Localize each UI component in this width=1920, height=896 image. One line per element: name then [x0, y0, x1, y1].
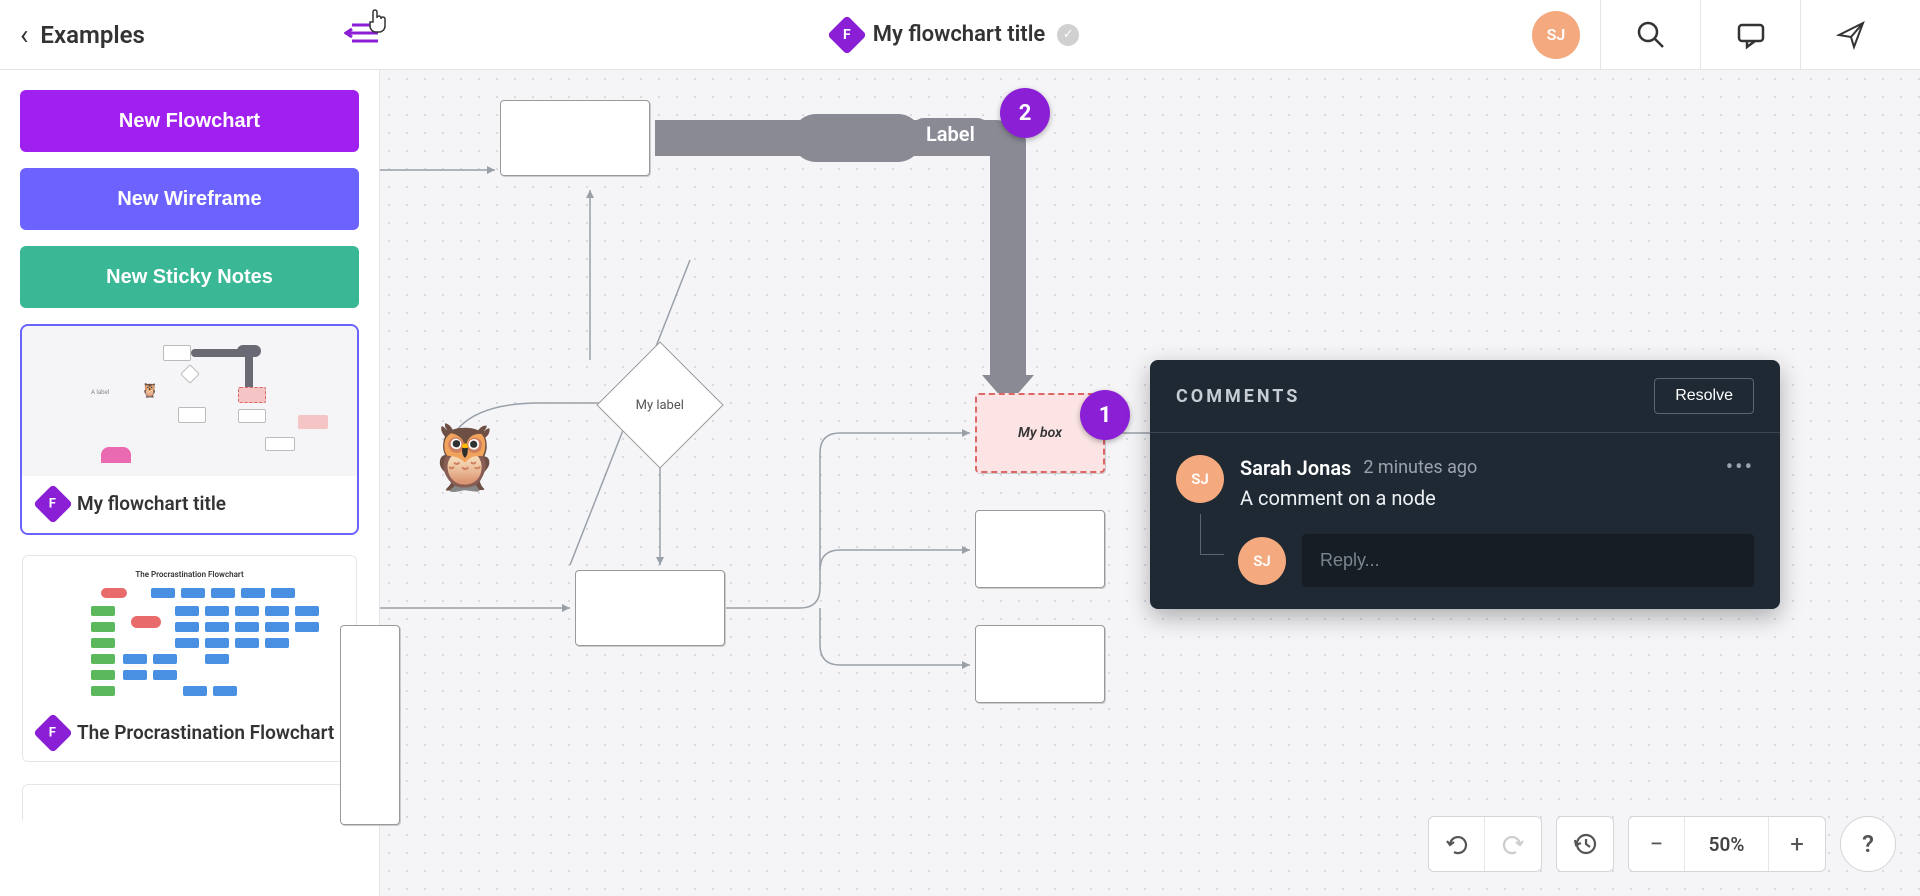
zoom-group: − 50% +	[1628, 816, 1826, 872]
document-type-icon: F	[827, 15, 867, 55]
history-group	[1556, 816, 1614, 872]
header: ‹ Examples F My flowchart title ✓ SJ	[0, 0, 1920, 70]
canvas-controls: − 50% + ?	[1428, 816, 1896, 872]
document-thumbnail: The Procrastination Flowchart	[22, 555, 357, 705]
resolve-button[interactable]: Resolve	[1654, 378, 1754, 414]
document-card-footer: F My flowchart title	[22, 476, 357, 533]
flow-node[interactable]	[340, 625, 400, 825]
comment-meta: Sarah Jonas 2 minutes ago •••	[1240, 455, 1754, 480]
reply-input[interactable]	[1302, 534, 1754, 587]
comments-panel: COMMENTS Resolve SJ Sarah Jonas 2 minute…	[1150, 360, 1780, 609]
comment-badge[interactable]: 1	[1080, 390, 1130, 440]
document-card-title: My flowchart title	[77, 493, 226, 516]
comment-time: 2 minutes ago	[1363, 457, 1477, 478]
document-title[interactable]: My flowchart title	[873, 22, 1046, 47]
flow-node[interactable]	[575, 570, 725, 646]
comment-badge[interactable]: 2	[1000, 88, 1050, 138]
sync-status-icon[interactable]: ✓	[1057, 24, 1079, 46]
share-button[interactable]	[1800, 0, 1900, 70]
help-button[interactable]: ?	[1840, 816, 1896, 872]
document-thumbnail	[22, 784, 357, 824]
canvas[interactable]: Label My label 🦉 My box 2 1 COMMENTS Res…	[380, 70, 1920, 896]
back-chevron-icon[interactable]: ‹	[20, 18, 28, 51]
redo-button[interactable]	[1485, 817, 1541, 871]
flow-pipe-label[interactable]: Label	[910, 118, 991, 150]
reply-row: SJ	[1176, 534, 1754, 587]
thumb-title: The Procrastination Flowchart	[23, 570, 356, 579]
comment-menu-icon[interactable]: •••	[1726, 455, 1754, 480]
comment-author: Sarah Jonas	[1240, 456, 1351, 480]
doc-icon-letter: F	[843, 27, 851, 43]
undo-redo-group	[1428, 816, 1542, 872]
new-sticky-notes-button[interactable]: New Sticky Notes	[20, 246, 359, 308]
document-card[interactable]: 🦉 A label F My flowchart title	[20, 324, 359, 535]
node-label: My box	[1018, 425, 1062, 441]
flow-pipe-vertical[interactable]	[990, 128, 1026, 378]
comments-title: COMMENTS	[1176, 386, 1300, 407]
back-label[interactable]: Examples	[40, 21, 144, 49]
owl-icon[interactable]: 🦉	[425, 420, 505, 495]
document-card[interactable]	[20, 782, 359, 826]
document-card[interactable]: The Procrastination Flowchart	[20, 553, 359, 764]
reply-avatar[interactable]: SJ	[1238, 537, 1286, 585]
pointer-cursor-icon	[366, 8, 388, 40]
user-avatar[interactable]: SJ	[1532, 11, 1580, 59]
zoom-level[interactable]: 50%	[1685, 817, 1769, 871]
header-left: ‹ Examples	[20, 18, 380, 51]
flow-node[interactable]	[975, 510, 1105, 588]
document-thumbnail: 🦉 A label	[22, 326, 357, 476]
document-type-icon: F	[33, 484, 73, 524]
new-wireframe-button[interactable]: New Wireframe	[20, 168, 359, 230]
doc-icon-letter: F	[49, 496, 56, 511]
comment-item: SJ Sarah Jonas 2 minutes ago ••• A comme…	[1176, 455, 1754, 510]
doc-icon-letter: F	[49, 725, 56, 740]
undo-button[interactable]	[1429, 817, 1485, 871]
history-button[interactable]	[1557, 817, 1613, 871]
document-card-footer: F The Procrastination Flowchart	[22, 705, 357, 762]
zoom-out-button[interactable]: −	[1629, 817, 1685, 871]
flow-node[interactable]	[500, 100, 650, 176]
document-card-title: The Procrastination Flowchart	[77, 722, 334, 745]
comments-button[interactable]	[1700, 0, 1800, 70]
comment-avatar[interactable]: SJ	[1176, 455, 1224, 503]
search-button[interactable]	[1600, 0, 1700, 70]
comment-body: SJ Sarah Jonas 2 minutes ago ••• A comme…	[1150, 433, 1780, 609]
new-flowchart-button[interactable]: New Flowchart	[20, 90, 359, 152]
document-type-icon: F	[33, 713, 73, 753]
flow-decision-node[interactable]: My label	[596, 341, 723, 468]
header-right: SJ	[1532, 0, 1900, 70]
sidebar: New Flowchart New Wireframe New Sticky N…	[0, 70, 380, 896]
zoom-in-button[interactable]: +	[1769, 817, 1825, 871]
comments-header: COMMENTS Resolve	[1150, 360, 1780, 433]
decision-label: My label	[636, 398, 684, 413]
comment-text: A comment on a node	[1240, 486, 1754, 510]
flow-node[interactable]	[975, 625, 1105, 703]
header-center: F My flowchart title ✓	[380, 21, 1532, 49]
